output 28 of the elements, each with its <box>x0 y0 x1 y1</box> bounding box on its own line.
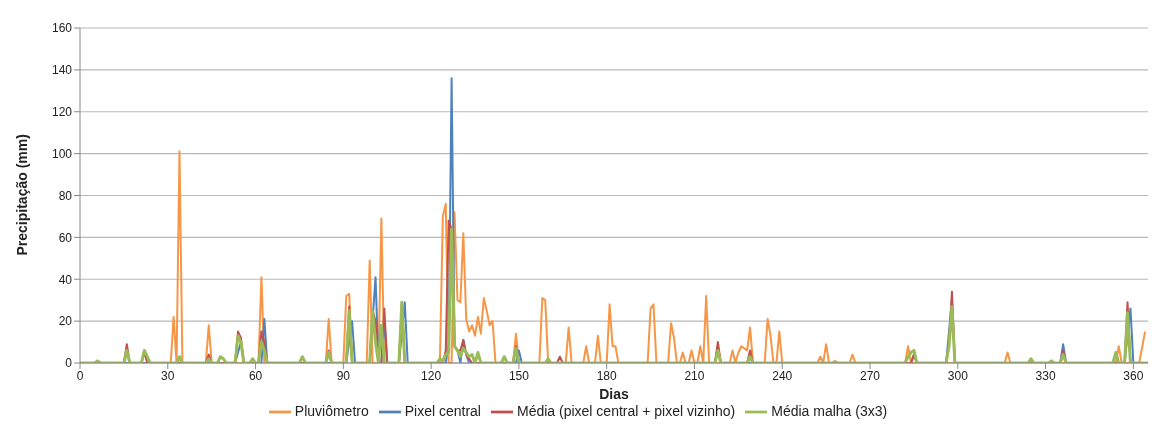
legend-label: Média malha (3x3) <box>771 402 888 419</box>
y-tick-label: 60 <box>58 230 73 245</box>
y-axis-title: Precipitação (mm) <box>13 134 30 256</box>
y-tick-label: 140 <box>51 63 73 78</box>
legend-label: Média (pixel central + pixel vizinho) <box>516 402 736 419</box>
y-tick-label: 100 <box>51 146 73 161</box>
legend-label: Pixel central <box>404 402 481 419</box>
x-tick-label: 270 <box>860 368 881 383</box>
y-tick-label: 160 <box>51 21 73 36</box>
x-tick-label: 120 <box>421 368 442 383</box>
x-tick-label: 60 <box>248 368 263 383</box>
y-tick-label: 0 <box>65 356 73 371</box>
y-tick-label: 80 <box>58 188 73 203</box>
x-tick-label: 360 <box>1123 368 1144 383</box>
y-tick-label: 20 <box>58 314 73 329</box>
x-tick-label: 150 <box>508 368 530 383</box>
x-tick-label: 330 <box>1035 368 1056 383</box>
x-tick-label: 90 <box>336 368 351 383</box>
y-tick-label: 40 <box>58 272 73 287</box>
x-tick-label: 30 <box>161 368 175 383</box>
y-tick-label: 120 <box>51 105 73 120</box>
x-tick-label: 240 <box>772 368 793 383</box>
x-tick-label: 0 <box>76 368 84 383</box>
x-tick-label: 180 <box>596 368 618 383</box>
x-tick-label: 300 <box>947 368 969 383</box>
legend-label: Pluviômetro <box>294 402 369 419</box>
x-tick-label: 210 <box>684 368 705 383</box>
x-axis-title: Dias <box>599 386 629 402</box>
